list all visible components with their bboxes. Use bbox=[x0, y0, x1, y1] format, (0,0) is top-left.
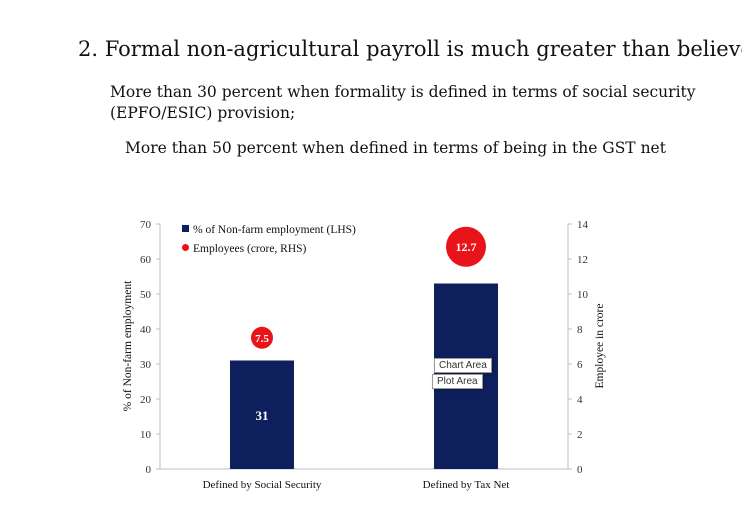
y2-tick-label: 2 bbox=[577, 429, 583, 441]
y-tick-label: 30 bbox=[140, 359, 152, 371]
dot-data-label: 7.5 bbox=[255, 333, 269, 345]
chart-area-tooltip: Chart Area bbox=[434, 358, 492, 373]
plot-area-tooltip: Plot Area bbox=[432, 374, 483, 389]
employees-dot-1[interactable] bbox=[251, 326, 273, 349]
legend: % of Non-farm employment (LHS) Employees… bbox=[182, 224, 356, 255]
y2-tick-label: 0 bbox=[577, 464, 583, 476]
y-tick-label: 10 bbox=[140, 429, 152, 441]
employees-dot-2[interactable] bbox=[446, 226, 486, 267]
y-tick-label: 60 bbox=[140, 254, 152, 266]
bar-data-label: 31 bbox=[256, 408, 269, 423]
bullet-social-security: More than 30 percent when formality is d… bbox=[110, 83, 696, 122]
bullet-gst-net: More than 50 percent when defined in ter… bbox=[125, 139, 666, 157]
slide-title: 2. Formal non-agricultural payroll is mu… bbox=[78, 37, 742, 61]
y2-tick-label: 12 bbox=[577, 254, 588, 266]
legend-bar-swatch bbox=[182, 225, 189, 232]
y-tick-label: 0 bbox=[146, 464, 152, 476]
dot-data-label: 12.7 bbox=[456, 240, 477, 254]
y2-tick-label: 10 bbox=[577, 289, 589, 301]
y-axis-label: % of Non-farm employment bbox=[122, 280, 134, 411]
y2-axis-label: Employee in crore bbox=[594, 304, 606, 389]
category-label: Defined by Tax Net bbox=[423, 479, 510, 491]
legend-dot-label: Employees (crore, RHS) bbox=[193, 243, 307, 255]
y-tick-label: 20 bbox=[140, 394, 152, 406]
y2-tick-label: 6 bbox=[577, 359, 583, 371]
y2-tick-label: 8 bbox=[577, 324, 583, 336]
y-tick-label: 40 bbox=[140, 324, 152, 336]
legend-bar-label: % of Non-farm employment (LHS) bbox=[193, 224, 356, 236]
y2-tick-label: 4 bbox=[577, 394, 583, 406]
y2-tick-label: 14 bbox=[577, 219, 589, 231]
legend-dot-swatch bbox=[182, 244, 189, 251]
y-tick-label: 70 bbox=[140, 219, 152, 231]
y-tick-label: 50 bbox=[140, 289, 152, 301]
bar-1[interactable] bbox=[230, 360, 294, 470]
category-label: Defined by Social Security bbox=[203, 479, 322, 491]
